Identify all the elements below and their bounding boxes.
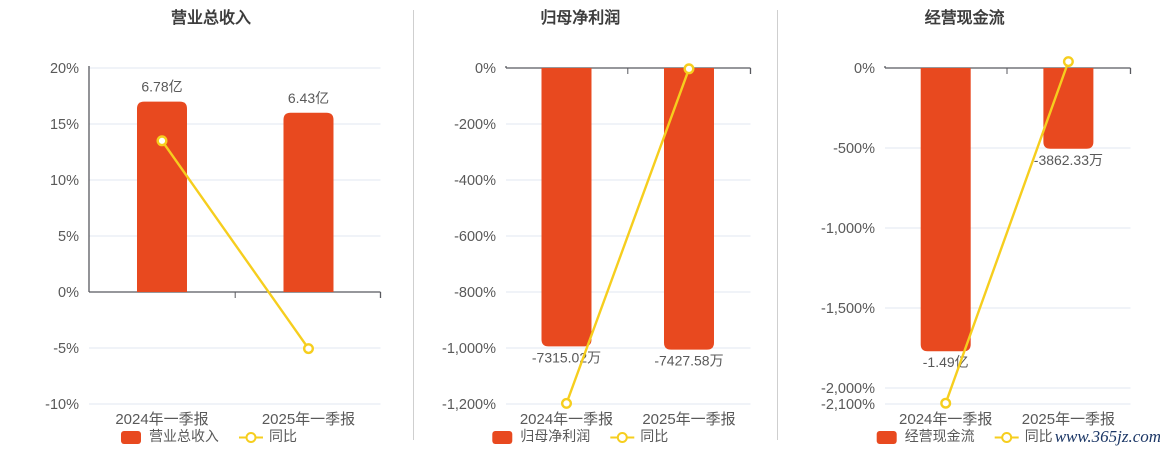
svg-text:2025年一季报: 2025年一季报 (262, 411, 355, 428)
svg-text:归母净利润: 归母净利润 (540, 8, 620, 27)
svg-text:-5%: -5% (53, 341, 79, 357)
svg-text:0%: 0% (854, 61, 875, 77)
svg-text:-400%: -400% (454, 173, 496, 189)
svg-text:10%: 10% (50, 173, 79, 189)
svg-text:-7427.58万: -7427.58万 (654, 353, 723, 369)
svg-text:经营现金流: 经营现金流 (905, 428, 975, 444)
svg-text:经营现金流: 经营现金流 (925, 8, 1005, 27)
svg-text:www.365jz.com: www.365jz.com (1055, 427, 1160, 446)
svg-text:营业总收入: 营业总收入 (171, 8, 251, 27)
svg-text:-500%: -500% (833, 141, 875, 157)
svg-text:同比: 同比 (640, 428, 668, 444)
svg-text:15%: 15% (50, 117, 79, 133)
svg-text:-10%: -10% (45, 397, 79, 413)
svg-text:-3862.33万: -3862.33万 (1034, 152, 1103, 168)
svg-text:6.78亿: 6.78亿 (141, 79, 182, 95)
svg-text:2024年一季报: 2024年一季报 (115, 411, 208, 428)
svg-text:0%: 0% (475, 61, 496, 77)
svg-text:-1,000%: -1,000% (821, 221, 875, 237)
svg-text:2025年一季报: 2025年一季报 (642, 411, 735, 428)
svg-text:-600%: -600% (454, 229, 496, 245)
svg-text:归母净利润: 归母净利润 (520, 428, 590, 444)
svg-text:5%: 5% (58, 229, 79, 245)
svg-text:同比: 同比 (269, 428, 297, 444)
svg-text:2025年一季报: 2025年一季报 (1022, 411, 1115, 428)
svg-text:-1,200%: -1,200% (442, 397, 496, 413)
svg-text:6.43亿: 6.43亿 (288, 90, 329, 106)
svg-text:同比: 同比 (1025, 428, 1053, 444)
svg-text:-200%: -200% (454, 117, 496, 133)
svg-text:营业总收入: 营业总收入 (149, 428, 219, 444)
svg-text:-2,000%: -2,000% (821, 381, 875, 397)
svg-text:20%: 20% (50, 61, 79, 77)
svg-text:-2,100%: -2,100% (821, 397, 875, 413)
svg-text:0%: 0% (58, 285, 79, 301)
svg-text:2024年一季报: 2024年一季报 (899, 411, 992, 428)
svg-text:-800%: -800% (454, 285, 496, 301)
svg-text:2024年一季报: 2024年一季报 (520, 411, 613, 428)
svg-text:-1,500%: -1,500% (821, 301, 875, 317)
svg-text:-1,000%: -1,000% (442, 341, 496, 357)
svg-text:-7315.02万: -7315.02万 (532, 349, 601, 365)
